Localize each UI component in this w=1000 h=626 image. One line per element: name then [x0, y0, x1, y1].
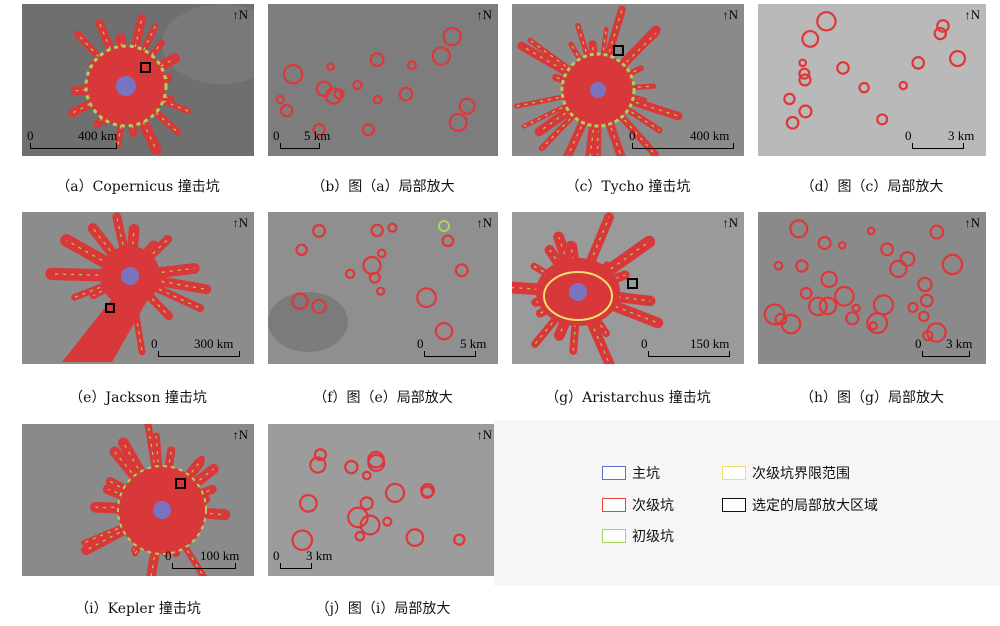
legend-swatch — [602, 498, 626, 512]
north-arrow-icon: ↑N — [964, 215, 980, 230]
legend-swatch — [722, 498, 746, 512]
north-arrow-icon: ↑N — [964, 7, 980, 22]
caption-f: （f）图（e）局部放大 — [313, 390, 453, 406]
north-arrow-icon: ↑N — [232, 427, 248, 442]
north-arrow-icon: ↑N — [476, 427, 492, 442]
caption-g: （g）Aristarchus 撞击坑 — [545, 390, 711, 406]
aristarchus-map — [512, 212, 744, 364]
caption-i: （i）Kepler 撞击坑 — [75, 601, 201, 617]
caption-j: （j）图（i）局部放大 — [315, 601, 451, 617]
north-arrow-icon: ↑N — [476, 7, 492, 22]
tycho-map — [512, 4, 744, 156]
north-arrow-icon: ↑N — [232, 7, 248, 22]
panel-f-image: ↑N 0 5 km — [268, 212, 498, 364]
panel-d-image: ↑N 0 3 km — [758, 4, 986, 156]
legend-item-secondary-crater: 次级坑 — [602, 495, 674, 515]
jackson-zoom-map — [268, 212, 498, 364]
legend-swatch — [722, 466, 746, 480]
panel-a-image: ↑N 0 400 km — [22, 4, 254, 156]
north-arrow-icon: ↑N — [476, 215, 492, 230]
panel-h-image: ↑N 0 3 km — [758, 212, 986, 364]
caption-e: （e）Jackson 撞击坑 — [69, 390, 207, 406]
legend-item-primary-crater: 初级坑 — [602, 526, 674, 546]
panel-g-image: ↑N 0 150 km — [512, 212, 744, 364]
aristarchus-zoom-map — [758, 212, 986, 364]
caption-a: （a）Copernicus 撞击坑 — [56, 179, 220, 195]
kepler-map — [22, 424, 254, 576]
copernicus-map — [22, 4, 254, 156]
tycho-zoom-map — [758, 4, 986, 156]
north-arrow-icon: ↑N — [722, 215, 738, 230]
panel-j-image: ↑N 0 3 km — [268, 424, 498, 576]
panel-c-image: ↑N 0 400 km — [512, 4, 744, 156]
legend-item-zoom-region: 选定的局部放大区域 — [722, 495, 878, 515]
panel-i-image: ↑N 0 100 km — [22, 424, 254, 576]
caption-c: （c）Tycho 撞击坑 — [565, 179, 691, 195]
panel-e-image: ↑N 0 300 km — [22, 212, 254, 364]
legend-swatch — [602, 466, 626, 480]
jackson-map — [22, 212, 254, 364]
legend-item-main-crater: 主坑 — [602, 463, 660, 483]
north-arrow-icon: ↑N — [232, 215, 248, 230]
kepler-zoom-map — [268, 424, 498, 576]
legend-item-secondary-boundary: 次级坑界限范围 — [722, 463, 850, 483]
north-arrow-icon: ↑N — [722, 7, 738, 22]
legend-swatch — [602, 529, 626, 543]
caption-h: （h）图（g）局部放大 — [800, 390, 944, 406]
caption-b: （b）图（a）局部放大 — [311, 179, 455, 195]
caption-d: （d）图（c）局部放大 — [800, 179, 944, 195]
panel-b-image: ↑N 0 5 km — [268, 4, 498, 156]
copernicus-zoom-map — [268, 4, 498, 156]
legend: 主坑 次级坑 初级坑 次级坑界限范围 选定的局部放大区域 — [494, 420, 1000, 586]
